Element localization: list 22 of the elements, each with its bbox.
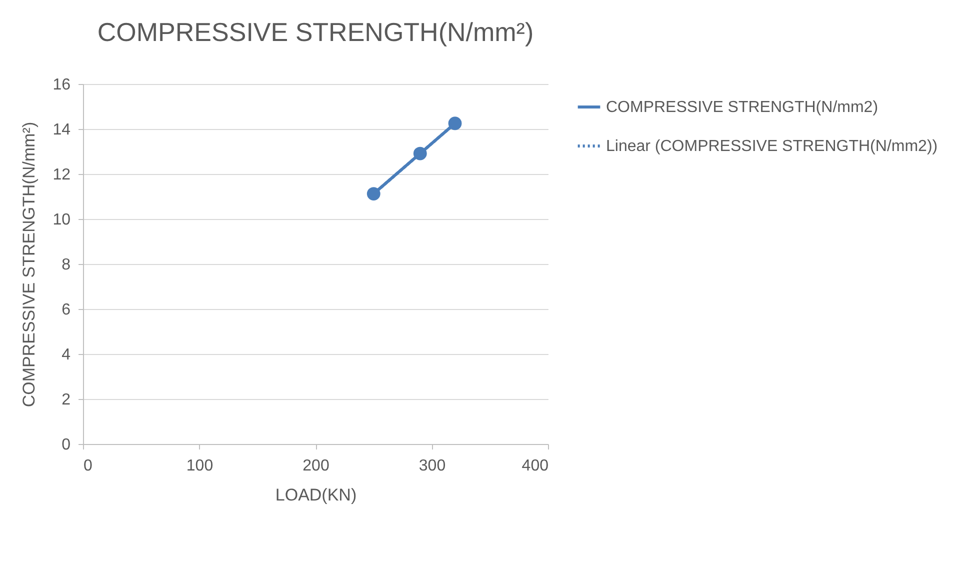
point	[448, 116, 462, 130]
x-tick-label: 0	[84, 458, 92, 474]
y-tick-label: 14	[52, 122, 71, 138]
y-tick-label: 4	[62, 346, 71, 364]
legend-label: COMPRESSIVE STRENGTH(N/mm2)	[606, 99, 878, 116]
y-tick-label: 2	[62, 392, 71, 408]
y-tick-label: 16	[52, 76, 71, 94]
y-tick-label: 12	[52, 166, 71, 184]
y-tick-label: 6	[62, 302, 71, 318]
y-tick-label: 8	[62, 256, 71, 274]
x-tick-label: 300	[418, 458, 446, 474]
chart-title: COMPRESSIVE STRENGTH(N/mm²)	[97, 17, 534, 47]
legend-label: Linear (COMPRESSIVE STRENGTH(N/mm2))	[606, 138, 938, 155]
point	[413, 146, 427, 160]
x-tick-label: 200	[302, 458, 330, 474]
x-tick-label: 100	[186, 458, 214, 474]
point	[366, 187, 380, 200]
y-axis-title: COMPRESSIVE STRENGTH(N/mm²)	[20, 122, 39, 408]
y-tick-label: 10	[52, 212, 71, 228]
y-tick-label: 0	[62, 436, 71, 454]
x-tick-label: 400	[522, 458, 549, 474]
x-axis-title: LOAD(KN)	[275, 486, 357, 504]
